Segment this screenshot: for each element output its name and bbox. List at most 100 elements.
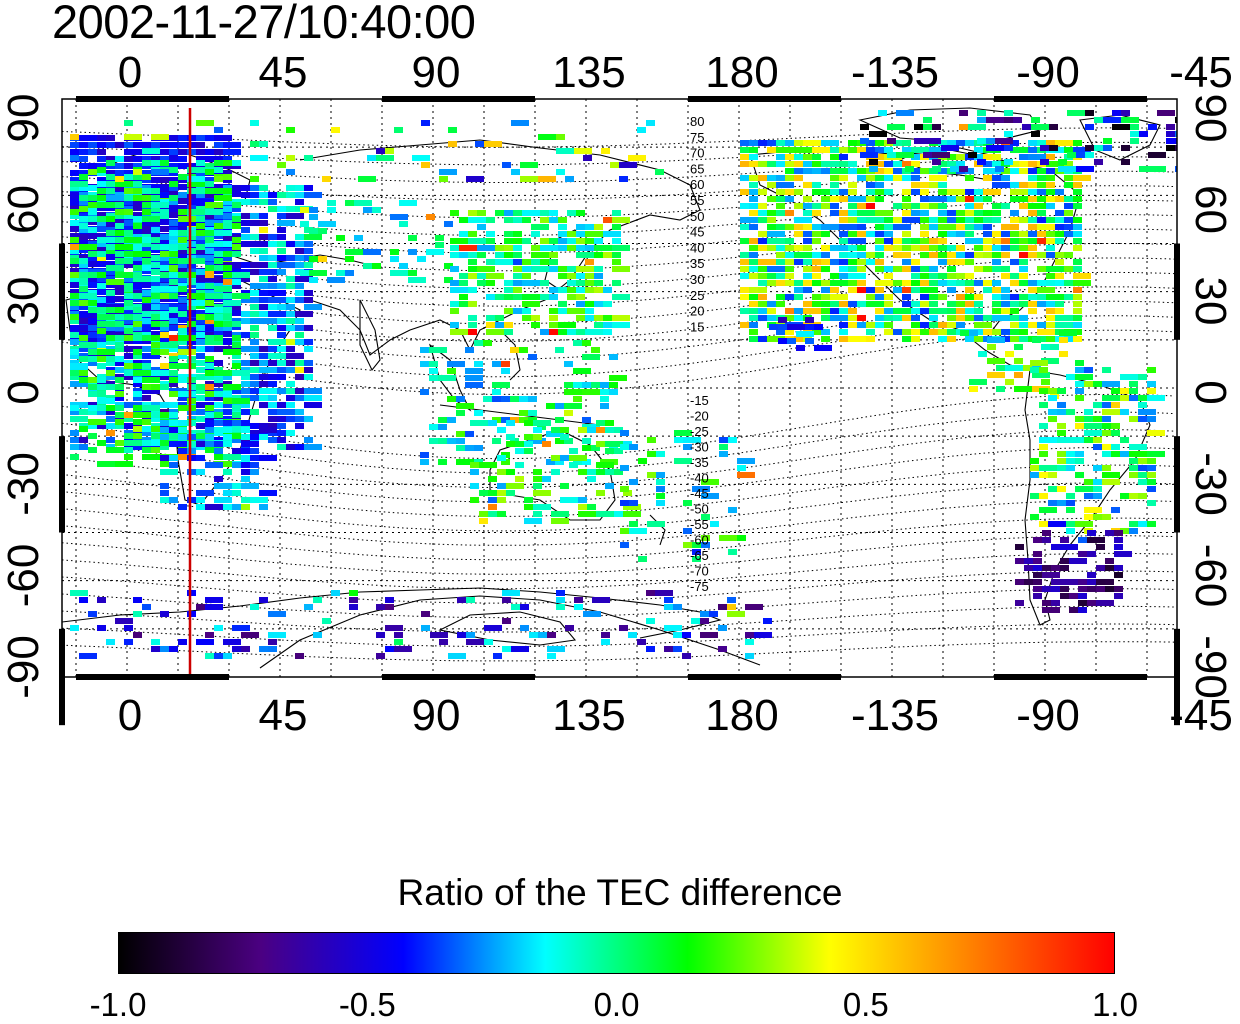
tec-cell [214, 265, 223, 271]
tec-cell [929, 252, 938, 258]
tec-cell [794, 252, 812, 258]
tec-cell [304, 437, 313, 443]
tec-cell [196, 135, 205, 141]
tec-cell [956, 161, 965, 167]
tec-cell [70, 282, 79, 288]
tec-cell [785, 329, 794, 335]
tec-cell [438, 417, 447, 423]
tec-cell [821, 329, 830, 335]
tec-cell [1138, 465, 1147, 471]
tec-cell [151, 169, 169, 175]
tec-cell [1147, 395, 1165, 401]
tec-cell [106, 437, 115, 443]
tec-cell [839, 175, 848, 181]
tec-cell [151, 335, 160, 341]
tec-cell [983, 280, 992, 286]
tec-cell [956, 210, 965, 216]
tec-cell [187, 420, 196, 426]
tec-cell [758, 294, 767, 300]
tec-cell [502, 162, 511, 168]
tec-cell [115, 618, 133, 624]
tec-cell [614, 469, 623, 475]
tec-cell [223, 286, 232, 292]
tec-cell [309, 228, 318, 234]
tec-cell [151, 646, 160, 652]
tec-cell [585, 315, 594, 321]
tec-cell [576, 294, 585, 300]
tec-cell [88, 391, 97, 397]
tec-cell [151, 440, 160, 446]
tec-cell [1120, 388, 1129, 394]
tec-cell [1014, 386, 1032, 392]
tec-cell [187, 272, 196, 278]
tec-cell [956, 280, 965, 286]
tec-cell [205, 504, 223, 510]
tec-cell [1048, 521, 1066, 527]
tec-cell [1148, 124, 1157, 130]
tec-cell [866, 175, 875, 181]
tec-cell [848, 287, 857, 293]
tec-cell [160, 412, 169, 418]
tec-cell [88, 163, 97, 169]
tec-cell [920, 308, 929, 314]
tec-cell [106, 244, 115, 250]
tec-cell [848, 315, 857, 321]
tec-cell [214, 625, 223, 631]
tec-cell [938, 168, 947, 174]
tec-cell [1033, 565, 1042, 571]
tec-cell [620, 444, 629, 450]
tec-cell [429, 375, 438, 381]
tec-cell [250, 497, 268, 503]
tec-cell [1087, 579, 1096, 585]
tec-cell [160, 226, 169, 232]
tec-cell [97, 314, 115, 320]
tec-cell [796, 331, 814, 337]
tec-cell [758, 266, 767, 272]
tec-cell [1139, 131, 1148, 137]
latitude-label-right: -90 [1186, 635, 1235, 699]
tec-cell [956, 154, 965, 160]
tec-cell [268, 283, 277, 289]
tec-cell [187, 167, 205, 173]
tec-cell [354, 235, 363, 241]
tec-cell [911, 175, 920, 181]
tec-cell [803, 224, 812, 230]
tec-cell [1031, 124, 1049, 130]
tec-cell [749, 175, 758, 181]
tec-cell [1111, 430, 1120, 436]
tec-cell [983, 315, 992, 321]
tec-cell [524, 518, 542, 524]
tec-cell [142, 604, 151, 610]
tec-cell [241, 234, 250, 240]
longitude-label-top: 180 [705, 48, 778, 97]
tec-cell [767, 175, 776, 181]
tec-cell [456, 403, 474, 409]
tec-cell [1076, 166, 1094, 172]
tec-cell [785, 210, 794, 216]
tec-cell [1048, 472, 1057, 478]
tec-cell [701, 542, 710, 548]
tec-cell [214, 483, 232, 489]
tec-cell [187, 469, 196, 475]
tec-cell [551, 469, 560, 475]
tec-cell [187, 192, 196, 198]
tec-cell [214, 377, 223, 383]
tec-cell [740, 161, 749, 167]
tec-cell [902, 294, 911, 300]
tec-cell [214, 420, 223, 426]
tec-cell [214, 476, 223, 482]
tec-cell [1046, 315, 1055, 321]
tec-cell [214, 251, 223, 257]
tec-cell [947, 336, 956, 342]
tec-cell [495, 322, 504, 328]
tec-cell [205, 177, 214, 183]
tec-cell [830, 273, 839, 279]
tec-cell [1037, 154, 1046, 160]
tec-cell [737, 465, 746, 471]
tec-cell [241, 402, 250, 408]
tec-cell [286, 388, 295, 394]
tec-cell [992, 287, 1001, 293]
tec-cell [812, 259, 821, 265]
tec-cell [576, 301, 585, 307]
tec-cell [457, 597, 466, 603]
